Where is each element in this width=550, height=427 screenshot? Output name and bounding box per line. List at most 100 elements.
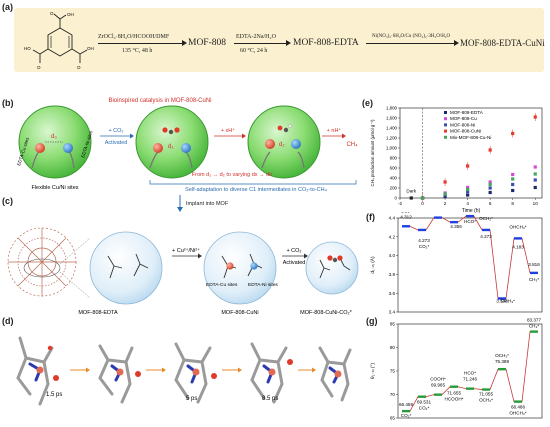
step1-reagents: ZrOCl₂·8H₂O/HCOOH/DMF [98,34,170,40]
value-label-8: 3.816 [528,262,540,267]
data-point-2 [533,178,537,182]
state-label-6: OCH₃* [495,353,509,358]
edta-ni-label: EDTA-Ni sites [248,282,278,288]
y-tick-label: 200 [390,186,398,191]
data-point-0 [488,190,492,195]
data-point-0 [533,185,537,190]
state-label-3: HCOOH* [445,397,464,402]
trimesic-acid-structure: OH O O OH O HO [24,11,94,70]
value-label-7: 68.486 [511,405,525,410]
y-tick-label: 1,400 [386,126,398,131]
snapshot-5 [318,346,352,402]
range-label: From d₁ → d₂ to varying dx → dn [192,172,272,178]
y-tick-label: 70 [390,392,396,397]
state-label-6: OCH₃* [501,298,515,303]
value-label-1: 4.273 [418,238,430,243]
linker-o-label: O [50,11,54,16]
dark-annotation: Dark [406,189,416,194]
value-label-2: 69.965 [431,383,445,388]
legend-marker [444,117,447,121]
step3-arrowhead [342,133,346,139]
legend-label: Mix-MOF-808-Cu-Ni [450,135,491,140]
co2-arrowhead [304,253,308,259]
data-point-1 [511,172,515,177]
snapshot-3 [174,342,217,404]
linker-ho-label: HO [24,46,31,51]
y-tick-label: 4.0 [389,253,396,258]
cu-site [153,143,163,153]
y-tick-label: 1,000 [386,146,398,151]
y-axis-label: CH₄ production amount (μmol g⁻¹) [370,119,375,186]
edta-cu-label: EDTA-Cu sites [206,282,238,288]
data-point-4 [466,187,470,192]
co2-oxygen [327,255,333,261]
y-tick-label: 1,600 [386,116,398,121]
legend-marker [444,123,447,127]
product-mof-808-edta: MOF-808-EDTA [293,38,359,48]
y-tick-label: 4.4 [389,216,396,221]
product-ch4: CH₄ [346,142,358,148]
data-point-1 [466,185,470,190]
data-point-1 [488,180,492,184]
ions-label: + Cu²⁺/Ni²⁺ [172,247,200,254]
scheme-b: Bioinspired catalysis in MOF-808-CuNi d₀… [16,98,358,193]
legend-label: MOF-808-EDTA [450,110,484,115]
intermediate-atom [277,125,283,131]
scheme-b-title: Bioinspired catalysis in MOF-808-CuNi [108,98,211,104]
legend-label: MOF-808-CuNi [450,129,481,134]
mof-cage [305,241,359,295]
implant-arrow: Implant into MOF [177,195,229,212]
mof-cage [203,231,277,305]
y-tick-label: 1,800 [386,106,398,111]
implant-label: Implant into MOF [186,201,229,207]
co2-oxygen [162,127,168,133]
y-tick-label: 65 [390,416,396,421]
step1-sub-label: Activated [105,140,128,146]
legend-marker [444,129,447,133]
value-label-7: 4.183 [512,244,524,249]
x-tick-label: 4 [466,201,469,206]
y-tick-label: 3.6 [389,291,396,296]
step3-reagents: Ni(NO₃)₂·6H₂O/Cu (NO₃)₂·3H₂O/H₂O [372,34,451,39]
step1-conditions: 135 °C, 48 h [122,48,153,54]
product-mof-808: MOF-808 [188,38,227,48]
time-1.5ps: 1.5 ps [46,392,62,398]
co2-oxygen [337,255,343,261]
data-point-2 [511,182,515,187]
x-tick-label: 0 [421,201,424,206]
data-point-1 [533,165,537,169]
edta-ligand [297,151,305,169]
intermediate-atom [288,124,292,128]
legend-label: MOF-808-Cu [450,116,477,121]
data-point-0 [511,188,515,193]
state-label-0: CO₂* [401,413,412,418]
y-tick-label: 1,200 [386,136,398,141]
co2-label: + CO₂ [286,248,301,254]
panel-label-e: (e) [362,98,373,108]
panel-label-b: (b) [2,98,14,108]
d0-label: d₀ [51,134,57,140]
step2-reagents: EDTA-2Na/H₂O [236,34,276,40]
activated-label: Activated [283,260,306,266]
time-5ps: 5 ps [186,396,197,402]
state-label-1: CO₂* [419,406,430,411]
data-point-2 [488,186,492,190]
y-tick-label: 85 [390,322,396,327]
legend-marker [444,135,447,139]
value-label-0: 66.459 [399,402,413,407]
edta-ligands [319,257,351,279]
ions-arrowhead [198,253,202,259]
legend-marker [444,111,447,114]
x-tick-label: 8 [511,201,514,206]
data-point-4 [420,196,425,200]
y-tick-label: 3.8 [389,272,396,277]
linker-o-label: O [37,65,41,70]
panel-label-a: (a) [2,2,13,12]
panel-label-g: (g) [366,316,378,326]
step1-arrow [98,43,182,44]
d2-label: d₂ [279,142,285,148]
state-label-1: CO₂* [419,244,430,249]
mof-808-cuni-label: MOF-808-CuNi [221,310,258,316]
value-label-0: 4.312 [400,214,412,219]
